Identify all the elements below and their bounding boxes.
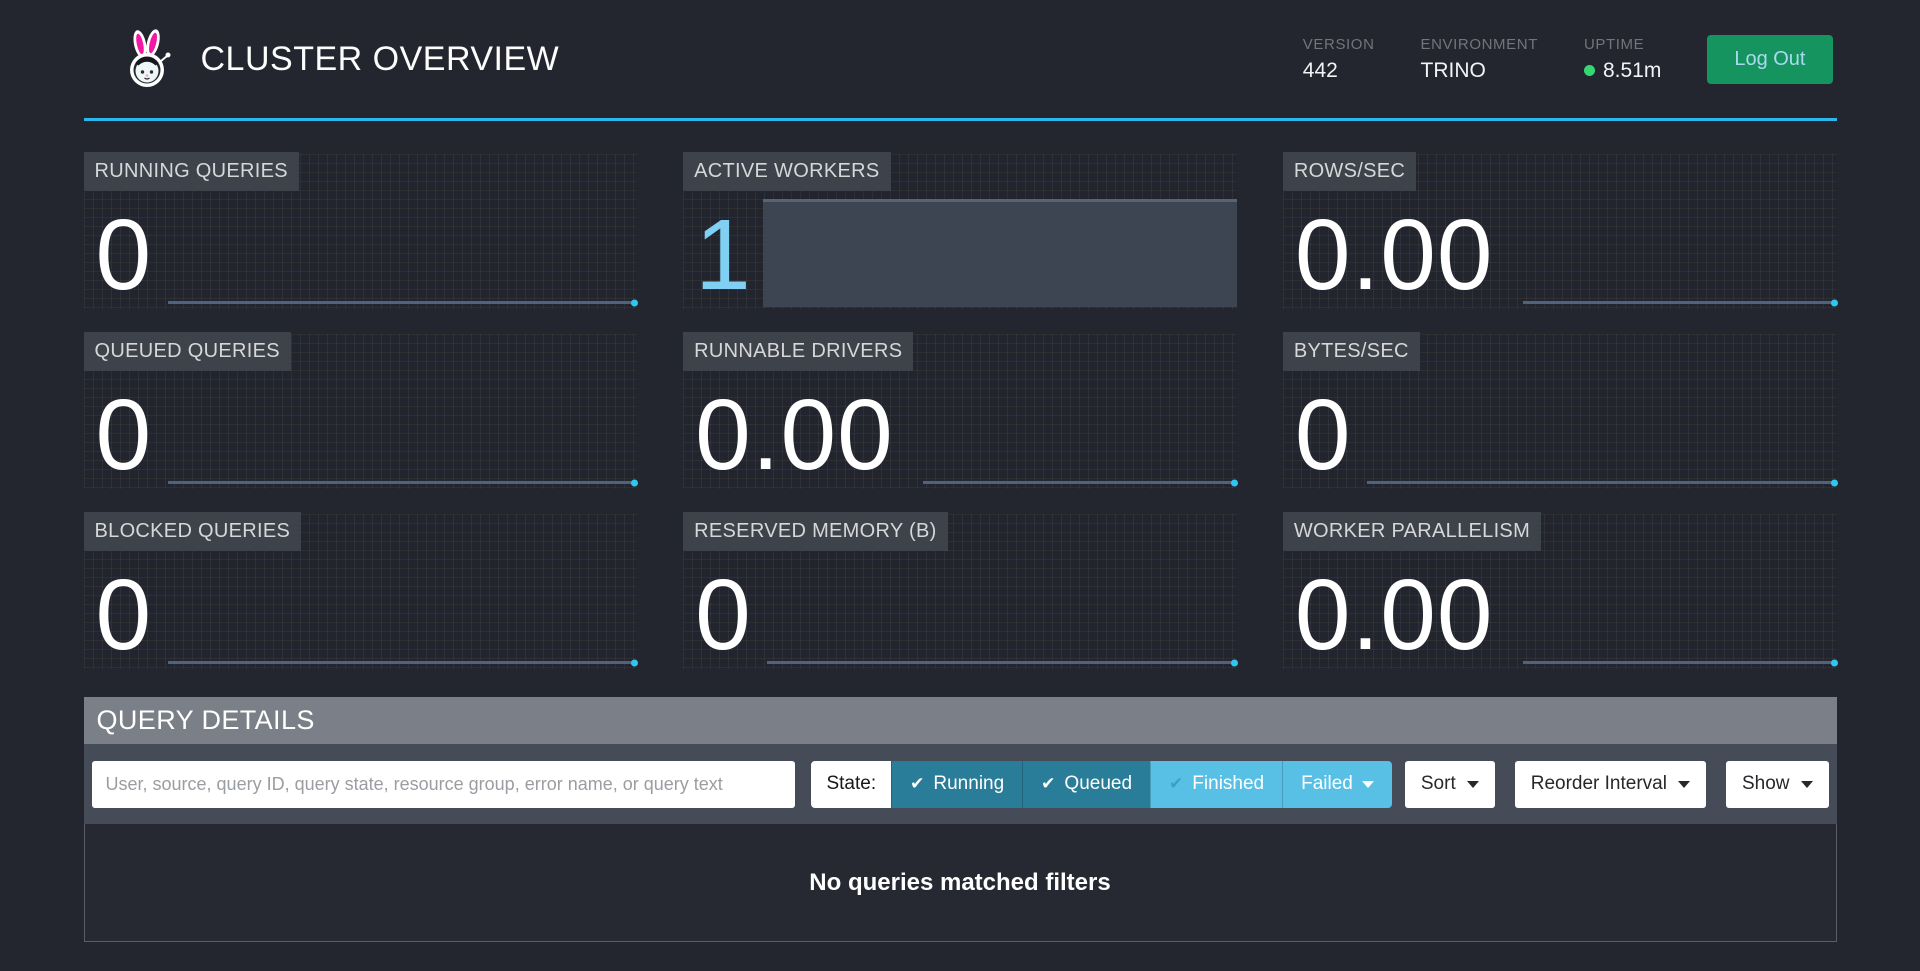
metric-label: RUNNING QUERIES — [83, 152, 299, 191]
reorder-interval-dropdown-button[interactable]: Reorder Interval — [1514, 760, 1706, 808]
metric-card-reserved-memory: RESERVED MEMORY (B) 0 — [683, 512, 1238, 671]
filter-queued-button[interactable]: ✔ Queued — [1022, 760, 1151, 808]
metric-value: 0 — [95, 559, 153, 671]
metric-area-chart — [763, 199, 1237, 307]
caret-down-icon — [1466, 780, 1479, 788]
metric-card-active-workers: ACTIVE WORKERS 1 — [683, 152, 1237, 311]
query-details-title: QUERY DETAILS — [96, 705, 315, 735]
sparkline-endpoint-dot — [1230, 479, 1238, 486]
metrics-grid: RUNNING QUERIES 0 ACTIVE WORKERS 1 ROWS/… — [83, 152, 1838, 671]
metric-sparkline — [167, 659, 639, 666]
metric-card-rows-per-sec: ROWS/SEC 0.00 — [1282, 152, 1838, 311]
metric-label: WORKER PARALLELISM — [1282, 512, 1542, 551]
stat-value: 8.51m — [1583, 58, 1662, 83]
stat-label: VERSION — [1302, 35, 1375, 53]
filter-failed-dropdown-button[interactable]: Failed — [1282, 760, 1392, 808]
metric-label: ROWS/SEC — [1282, 152, 1417, 191]
filter-label: Failed — [1301, 773, 1353, 794]
query-search-input[interactable] — [91, 760, 796, 808]
metric-card-running-queries: RUNNING QUERIES 0 — [83, 152, 639, 311]
show-label: Show — [1741, 773, 1790, 794]
caret-down-icon — [1677, 780, 1690, 788]
metric-card-runnable-drivers: RUNNABLE DRIVERS 0.00 — [683, 332, 1238, 491]
metric-value: 0.00 — [1294, 559, 1494, 671]
metric-sparkline — [767, 659, 1238, 666]
sparkline-endpoint-dot — [1830, 479, 1838, 486]
metric-value: 0 — [695, 559, 752, 671]
empty-state-message: No queries matched filters — [809, 868, 1111, 896]
caret-down-icon — [1361, 780, 1374, 788]
page-title: CLUSTER OVERVIEW — [200, 39, 560, 78]
metric-card-queued-queries: QUEUED QUERIES 0 — [83, 332, 639, 491]
header: CLUSTER OVERVIEW VERSION 442 ENVIRONMENT… — [0, 0, 1920, 121]
metric-sparkline — [923, 479, 1238, 486]
metric-card-bytes-per-sec: BYTES/SEC 0 — [1282, 332, 1838, 491]
check-icon: ✔ — [1041, 774, 1056, 793]
stat-label: UPTIME — [1583, 35, 1645, 53]
brand: CLUSTER OVERVIEW — [125, 29, 560, 89]
metric-sparkline — [167, 479, 639, 486]
filter-label: Finished — [1192, 773, 1265, 794]
sparkline-endpoint-dot — [1830, 299, 1838, 306]
sparkline-endpoint-dot — [631, 299, 639, 306]
filter-label: Queued — [1064, 773, 1133, 794]
stat-environment: ENVIRONMENT TRINO — [1421, 36, 1538, 83]
metric-value: 0 — [95, 199, 153, 311]
metric-label: ACTIVE WORKERS — [683, 152, 891, 191]
stat-value: TRINO — [1420, 58, 1486, 82]
filter-running-button[interactable]: ✔ Running — [891, 760, 1023, 808]
metric-value: 0 — [95, 379, 153, 491]
sparkline-endpoint-dot — [1230, 659, 1238, 666]
stat-version: VERSION 442 — [1303, 36, 1375, 83]
metric-label: BYTES/SEC — [1282, 332, 1420, 371]
filter-finished-button[interactable]: ✔ Finished — [1150, 760, 1283, 808]
metric-label: QUEUED QUERIES — [83, 332, 291, 371]
metric-sparkline — [167, 299, 639, 306]
header-stats: VERSION 442 ENVIRONMENT TRINO UPTIME 8.5… — [1303, 34, 1837, 84]
reorder-interval-label: Reorder Interval — [1530, 773, 1667, 794]
filter-label: Running — [933, 773, 1005, 794]
query-list-panel: No queries matched filters — [83, 824, 1837, 942]
metric-sparkline — [1522, 299, 1838, 306]
sparkline-endpoint-dot — [631, 659, 639, 666]
stat-label: ENVIRONMENT — [1420, 35, 1538, 53]
metric-sparkline — [1366, 479, 1838, 486]
metric-sparkline — [1522, 659, 1838, 666]
logout-button[interactable]: Log Out — [1707, 34, 1833, 84]
metric-value: 0.00 — [695, 379, 894, 491]
uptime-status-dot-icon — [1583, 65, 1595, 76]
cluster-overview-page: CLUSTER OVERVIEW VERSION 442 ENVIRONMENT… — [0, 0, 1920, 942]
query-details-header: QUERY DETAILS — [83, 697, 1837, 744]
metric-value: 0.00 — [1294, 199, 1494, 311]
metric-card-worker-parallelism: WORKER PARALLELISM 0.00 — [1282, 512, 1838, 671]
stat-uptime: UPTIME 8.51m — [1583, 35, 1662, 83]
sparkline-endpoint-dot — [1830, 659, 1838, 666]
metric-card-blocked-queries: BLOCKED QUERIES 0 — [83, 512, 639, 671]
sparkline-endpoint-dot — [631, 479, 639, 486]
metric-label: BLOCKED QUERIES — [83, 512, 302, 551]
check-icon: ✔ — [910, 774, 925, 793]
sort-dropdown-button[interactable]: Sort — [1404, 760, 1495, 808]
state-filter-group: State: ✔ Running ✔ Queued ✔ Finished Fa — [811, 760, 1392, 808]
state-filter-label: State: — [811, 760, 892, 808]
metric-value: 0 — [1294, 379, 1352, 491]
check-icon: ✔ — [1169, 774, 1184, 793]
uptime-value: 8.51m — [1602, 58, 1662, 82]
show-dropdown-button[interactable]: Show — [1725, 760, 1829, 808]
trino-bunny-logo-icon — [129, 29, 170, 87]
query-filter-toolbar: State: ✔ Running ✔ Queued ✔ Finished Fa — [83, 744, 1837, 824]
metric-value: 1 — [695, 199, 752, 311]
metric-label: RESERVED MEMORY (B) — [683, 512, 948, 551]
metric-label: RUNNABLE DRIVERS — [683, 332, 914, 371]
caret-down-icon — [1800, 780, 1813, 788]
stat-value: 442 — [1302, 58, 1338, 82]
query-details-section: QUERY DETAILS State: ✔ Running ✔ Queued … — [83, 697, 1837, 942]
sort-label: Sort — [1420, 773, 1456, 794]
main-content: RUNNING QUERIES 0 ACTIVE WORKERS 1 ROWS/… — [83, 152, 1838, 942]
